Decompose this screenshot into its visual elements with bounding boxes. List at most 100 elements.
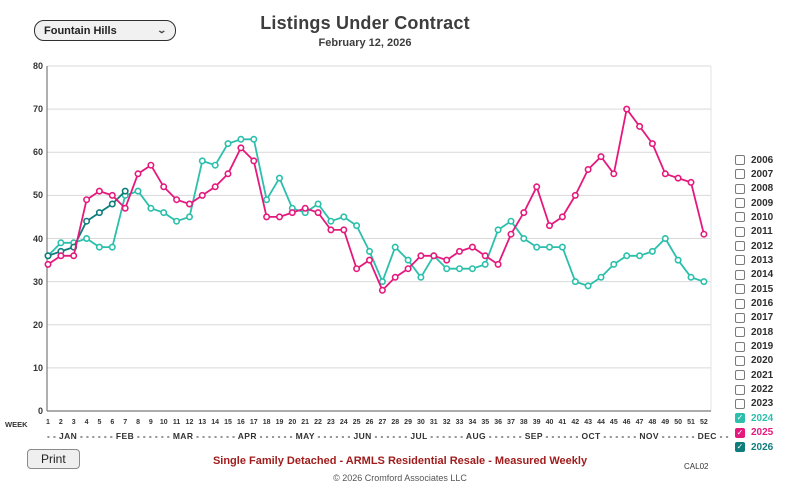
legend-checkbox-2014[interactable] — [735, 269, 745, 280]
data-point-2024-week-8 — [134, 187, 142, 195]
data-point-2024-week-14 — [211, 161, 219, 169]
legend-row-2024[interactable]: ✓ 2024 — [735, 412, 773, 425]
data-point-2025-week-48 — [648, 140, 656, 148]
legend-row-2010[interactable]: 2010 — [735, 211, 773, 224]
print-button[interactable]: Print — [27, 449, 80, 469]
data-point-2024-week-4 — [83, 235, 91, 243]
chart-code: CAL02 — [684, 462, 709, 471]
legend-row-2013[interactable]: 2013 — [735, 254, 773, 267]
legend-checkbox-2021[interactable] — [735, 370, 745, 381]
data-point-2024-week-41 — [558, 243, 566, 251]
week-number: 49 — [661, 419, 670, 426]
legend-row-2025[interactable]: ✓ 2025 — [735, 426, 773, 439]
data-point-2025-week-50 — [674, 174, 682, 182]
legend-year-label: 2025 — [751, 427, 774, 439]
week-number: 47 — [635, 419, 644, 426]
legend-checkbox-2026[interactable]: ✓ — [735, 442, 745, 452]
week-number: 18 — [262, 419, 271, 426]
legend-checkbox-2024[interactable]: ✓ — [735, 413, 745, 424]
legend-checkbox-2017[interactable] — [735, 312, 745, 323]
data-point-2025-week-27 — [378, 286, 386, 294]
legend-row-2014[interactable]: 2014 — [735, 268, 773, 281]
data-point-2025-week-52 — [700, 230, 708, 238]
legend-checkbox-2006[interactable] — [735, 155, 745, 165]
week-number: 12 — [185, 419, 194, 426]
legend-row-2022[interactable]: 2022 — [735, 383, 773, 396]
series-2025 — [44, 105, 708, 294]
legend-checkbox-2012[interactable] — [735, 241, 745, 252]
legend-checkbox-2018[interactable] — [735, 327, 745, 338]
legend-year-label: 2026 — [751, 441, 774, 453]
data-point-2024-week-18 — [263, 196, 271, 204]
plot-area — [44, 65, 712, 412]
data-point-2025-week-29 — [404, 265, 412, 273]
legend-checkbox-2022[interactable] — [735, 384, 745, 395]
legend-row-2007[interactable]: 2007 — [735, 168, 773, 181]
legend-checkbox-2007[interactable] — [735, 169, 745, 180]
data-point-2025-week-46 — [623, 105, 631, 113]
legend-row-2018[interactable]: 2018 — [735, 326, 773, 339]
data-point-2024-week-48 — [648, 247, 656, 255]
week-number: 8 — [136, 419, 140, 426]
legend-row-2015[interactable]: 2015 — [735, 283, 773, 296]
week-number: 5 — [97, 419, 102, 426]
data-point-2025-week-16 — [237, 144, 245, 152]
legend-row-2012[interactable]: 2012 — [735, 240, 773, 253]
data-point-2026-week-1 — [44, 252, 52, 260]
legend-year-label: 2017 — [751, 312, 774, 324]
data-point-2024-week-9 — [147, 204, 155, 212]
legend-checkbox-2019[interactable] — [735, 341, 745, 352]
week-number: 16 — [236, 419, 245, 426]
data-point-2025-week-15 — [224, 170, 232, 178]
legend-row-2019[interactable]: 2019 — [735, 340, 773, 353]
legend-row-2026[interactable]: ✓ 2026 — [735, 441, 773, 454]
y-tick-label: 70 — [32, 104, 43, 115]
data-point-2024-week-12 — [186, 213, 194, 221]
legend-year-label: 2015 — [751, 283, 774, 295]
legend-checkbox-2020[interactable] — [735, 355, 745, 366]
week-number: 26 — [365, 419, 374, 426]
legend-row-2021[interactable]: 2021 — [735, 369, 773, 382]
week-number: 14 — [211, 419, 220, 426]
legend-checkbox-2011[interactable] — [735, 226, 745, 237]
data-point-2024-week-45 — [610, 260, 618, 268]
legend-checkbox-2025[interactable]: ✓ — [735, 427, 745, 438]
legend-checkbox-2015[interactable] — [735, 284, 745, 295]
data-point-2024-week-33 — [455, 265, 463, 273]
legend-row-2023[interactable]: 2023 — [735, 397, 773, 410]
legend-row-2017[interactable]: 2017 — [735, 311, 773, 324]
location-dropdown[interactable]: Fountain Hills ⌄ — [34, 20, 176, 41]
legend-checkbox-2009[interactable] — [735, 198, 745, 209]
footer-subject: Single Family Detached - ARMLS Residenti… — [212, 455, 588, 467]
week-number: 4 — [84, 419, 89, 426]
week-number: 51 — [687, 419, 695, 426]
legend-row-2011[interactable]: 2011 — [735, 225, 773, 238]
data-point-2024-week-17 — [250, 135, 258, 143]
legend-row-2006[interactable]: 2006 — [735, 154, 773, 167]
legend-checkbox-2023[interactable] — [735, 398, 745, 409]
legend-row-2008[interactable]: 2008 — [735, 182, 773, 195]
data-point-2025-week-1 — [44, 260, 52, 268]
legend-row-2020[interactable]: 2020 — [735, 354, 773, 367]
legend-year-label: 2018 — [751, 326, 774, 338]
legend-year-label: 2020 — [751, 355, 774, 367]
legend-checkbox-2013[interactable] — [735, 255, 745, 266]
week-number: 38 — [519, 419, 528, 426]
week-number: 33 — [455, 419, 464, 426]
data-point-2024-week-51 — [687, 273, 695, 281]
series-2024 — [44, 135, 708, 290]
legend-row-2016[interactable]: 2016 — [735, 297, 773, 310]
data-point-2025-week-5 — [95, 187, 103, 195]
data-point-2024-week-25 — [353, 222, 361, 230]
legend-checkbox-2016[interactable] — [735, 298, 745, 309]
data-point-2024-week-29 — [404, 256, 412, 264]
legend-year-label: 2009 — [751, 197, 774, 209]
week-number: 32 — [442, 419, 451, 426]
legend-row-2009[interactable]: 2009 — [735, 197, 773, 210]
legend-year-label: 2023 — [751, 398, 774, 410]
plot-svg — [44, 65, 712, 412]
legend-checkbox-2008[interactable] — [735, 183, 745, 194]
legend-year-label: 2010 — [751, 211, 774, 223]
data-point-2025-week-39 — [533, 183, 541, 191]
legend-checkbox-2010[interactable] — [735, 212, 745, 223]
